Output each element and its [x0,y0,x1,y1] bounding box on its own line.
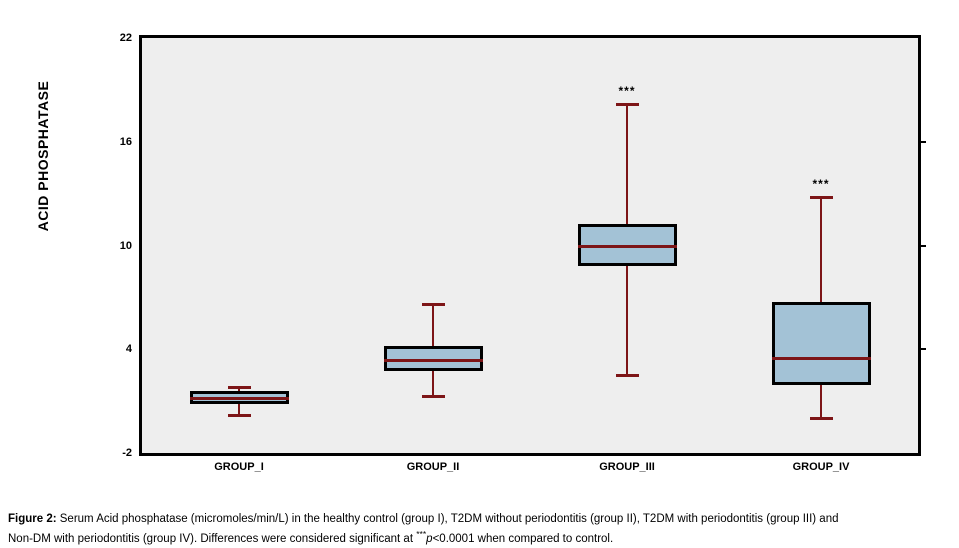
plot-area [139,35,921,456]
x-category-label: GROUP_III [599,461,655,473]
y-axis-title: ACID PHOSPHATASE [35,80,51,232]
whisker-cap-bottom [228,413,251,417]
whisker-cap-top [810,196,833,200]
significance-annotation: *** [812,177,830,192]
whisker-cap-top [616,102,639,106]
box-rect [772,301,871,385]
y-tick-label: 4 [125,343,132,356]
caption-text-part-2: Non-DM with periodontitis (group IV). Di… [8,532,417,545]
p-value-symbol: p [426,532,433,545]
x-category-label: GROUP_IV [792,461,850,473]
significance-asterisks: *** [416,529,427,539]
x-category-label: GROUP_I [214,461,264,473]
significance-annotation: *** [618,83,636,98]
y-tick-mark-right [921,348,926,351]
y-tick-label: 10 [119,239,132,252]
caption-line-2: Non-DM with periodontitis (group IV). Di… [8,527,956,547]
whisker-cap-bottom [422,394,445,398]
whisker-cap-bottom [810,417,833,421]
y-tick-label: 16 [119,135,132,148]
figure-caption: Figure 2: Serum Acid phosphatase (microm… [8,512,956,547]
caption-text-part-1: Serum Acid phosphatase (micromoles/min/L… [56,513,839,525]
box-rect [384,345,483,371]
y-tick-mark-right [921,244,926,247]
box-median-line [772,356,871,360]
caption-text-part-3: <0.0001 when compared to control. [432,532,614,545]
box-median-line [384,359,483,363]
box-median-line [578,244,677,248]
y-tick-mark-right [921,140,926,143]
whisker-cap-top [422,303,445,307]
y-tick-label: 22 [119,32,132,44]
y-tick-label: -2 [122,447,132,459]
whisker-cap-bottom [616,374,639,378]
x-category-label: GROUP_II [406,461,460,473]
figure-number-label: Figure 2: [8,513,57,525]
whisker-cap-top [228,386,251,390]
box-median-line [190,396,289,400]
caption-line-1: Figure 2: Serum Acid phosphatase (microm… [8,512,956,527]
